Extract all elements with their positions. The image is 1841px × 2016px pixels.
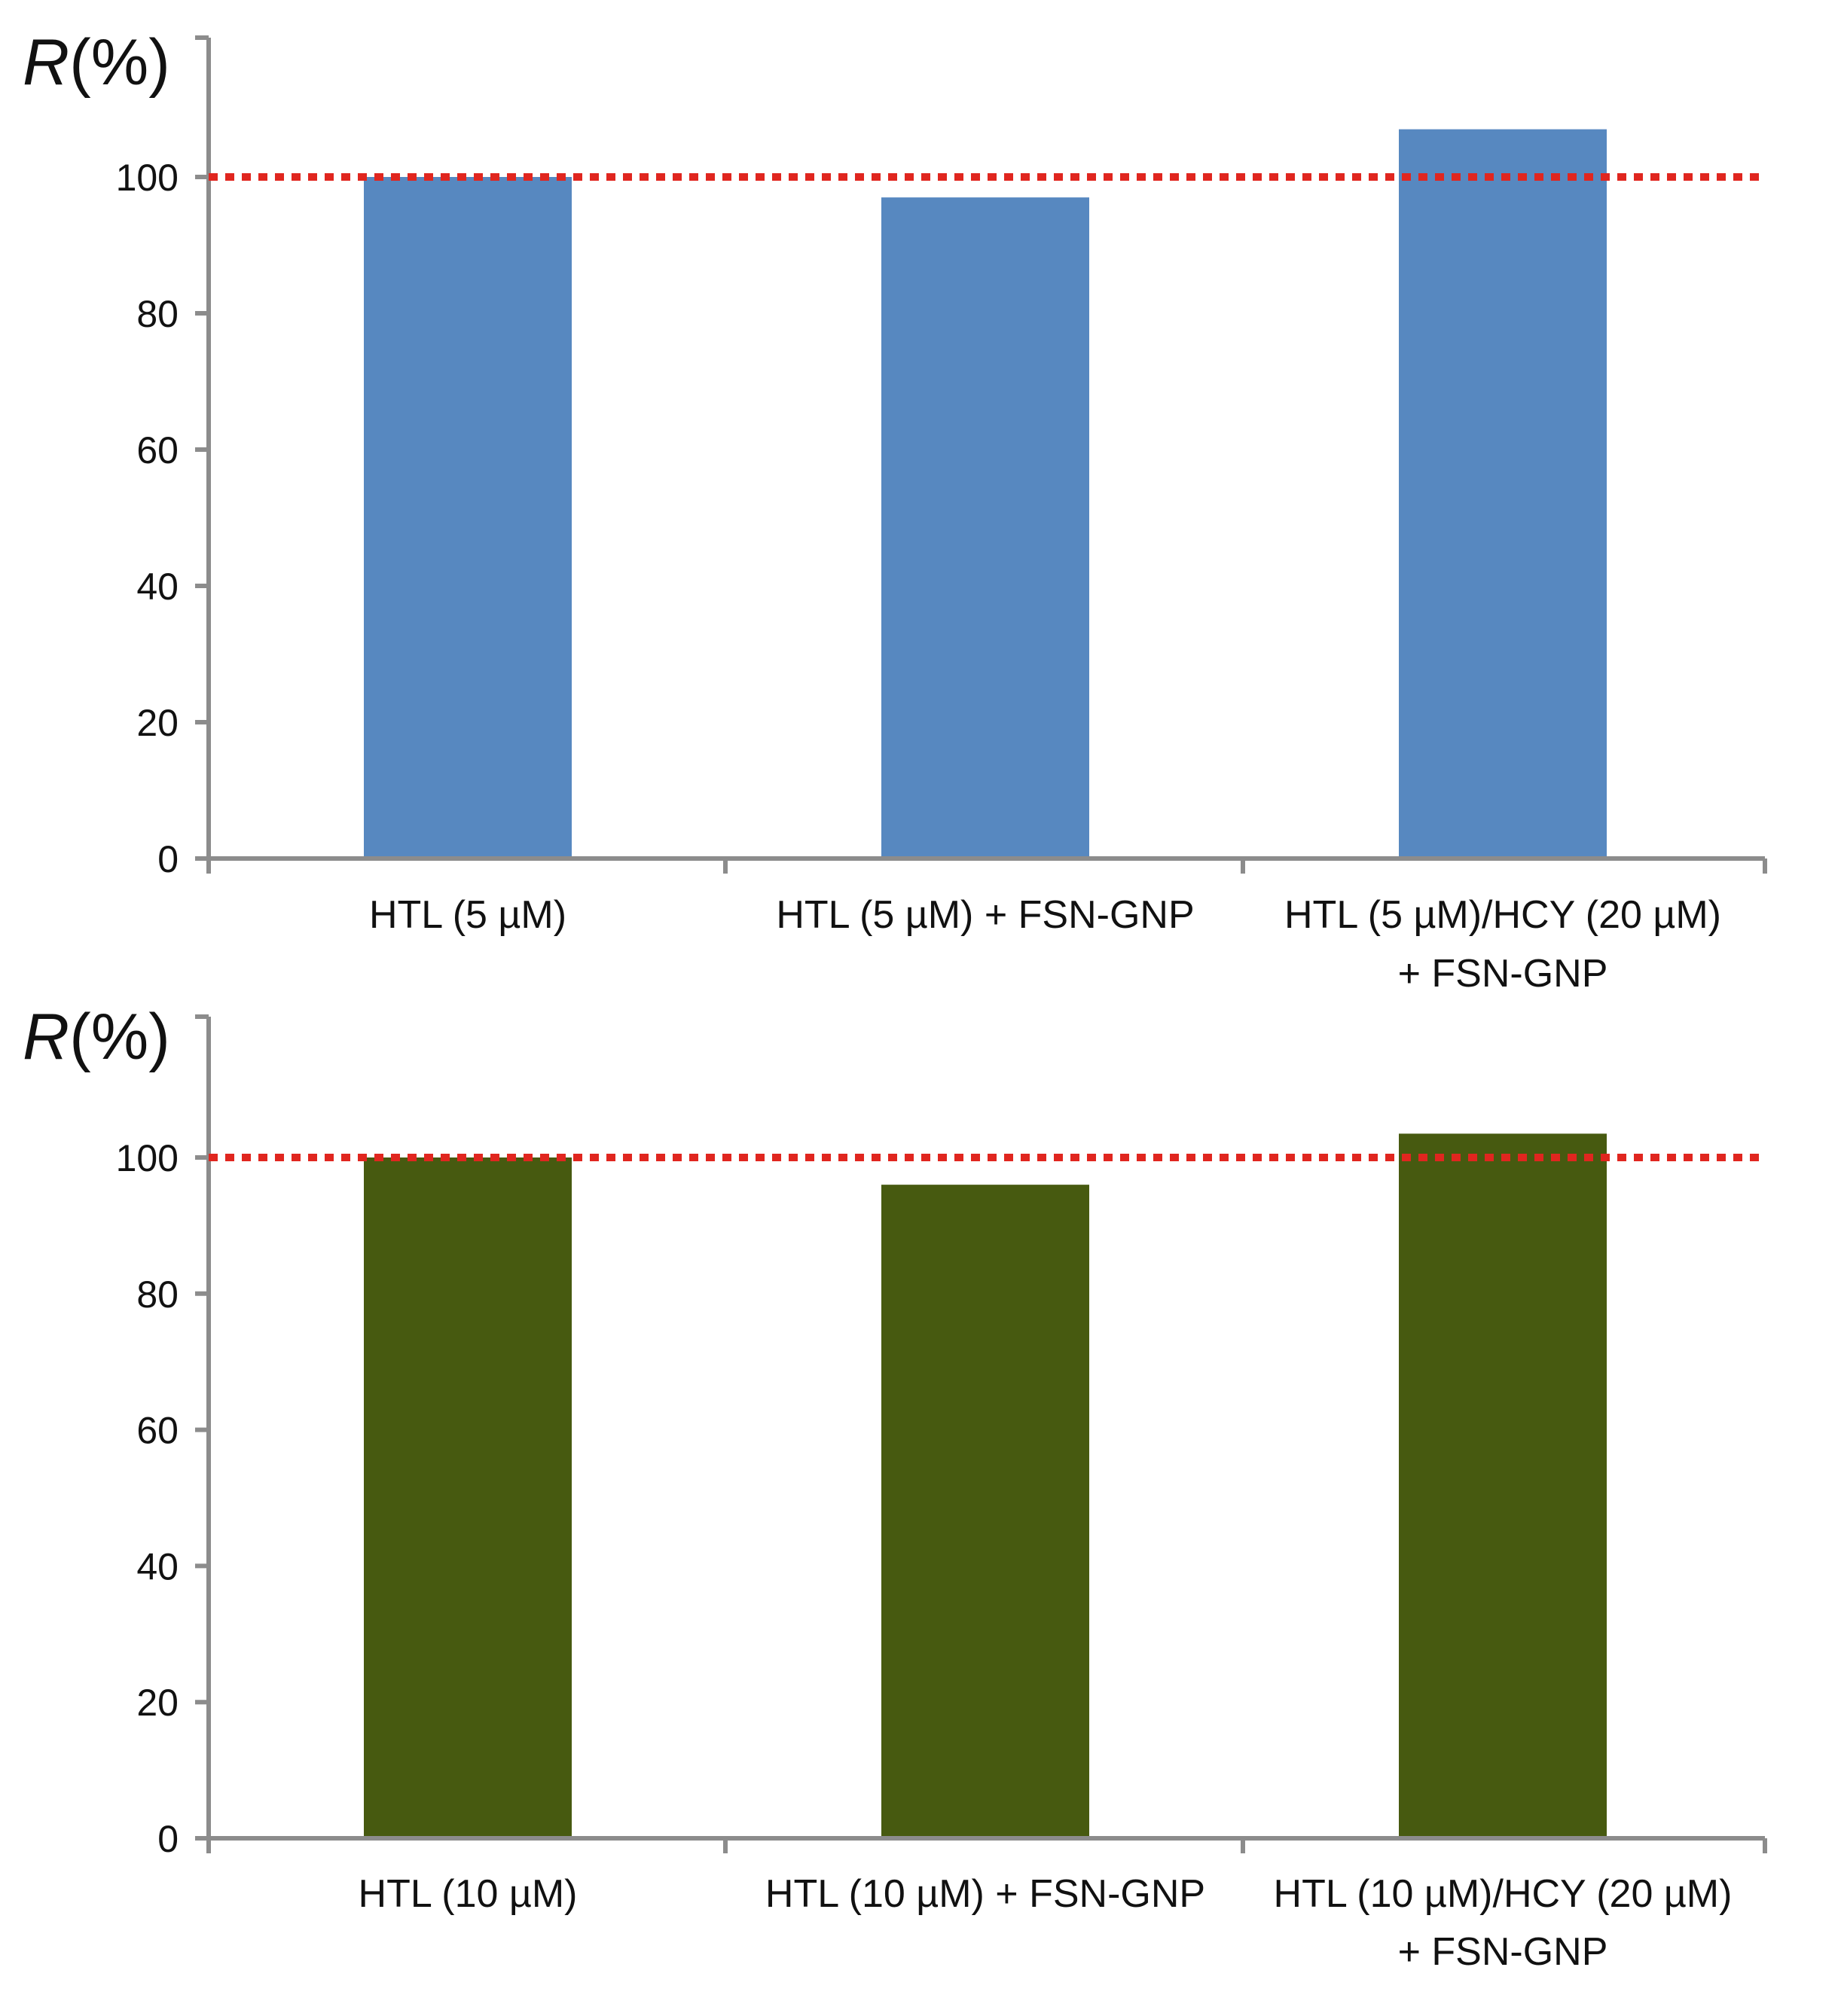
- y-tick-label: 40: [136, 1545, 179, 1587]
- x-category-label: HTL (5 µM): [369, 893, 566, 937]
- y-tick-label: 0: [157, 838, 179, 880]
- x-category-label: HTL (10 µM): [359, 1872, 578, 1916]
- y-tick-label: 80: [136, 293, 179, 335]
- bar-1: [364, 1157, 572, 1838]
- bar-1: [364, 177, 572, 859]
- x-category-label: + FSN-GNP: [1398, 952, 1608, 996]
- y-axis-label: R(%): [23, 26, 170, 99]
- y-tick-label: 60: [136, 1410, 179, 1452]
- x-category-label: HTL (10 µM) + FSN-GNP: [765, 1872, 1205, 1916]
- y-tick-label: 20: [136, 702, 179, 744]
- chart-panel-1: 0 20 40 60 80 100 HTL (5 µM) HTL (5 µM) + FSN-G…: [23, 26, 1767, 996]
- bar-3: [1399, 129, 1607, 859]
- y-axis-label-unit: (%): [69, 1001, 170, 1073]
- y-axis-label: R(%): [23, 1001, 170, 1073]
- y-tick-label: 100: [116, 157, 179, 199]
- y-tick-label: 80: [136, 1273, 179, 1316]
- y-tick-label: 40: [136, 566, 179, 608]
- y-axis-label-unit: (%): [69, 26, 170, 99]
- y-tick-label: 100: [116, 1137, 179, 1179]
- bar-3: [1399, 1133, 1607, 1838]
- y-tick-label: 20: [136, 1682, 179, 1724]
- y-axis-label-symbol: R: [23, 1001, 69, 1073]
- x-category-label: + FSN-GNP: [1398, 1930, 1608, 1974]
- y-axis-label-symbol: R: [23, 26, 69, 99]
- bar-2: [881, 197, 1089, 859]
- x-category-label: HTL (5 µM)/HCY (20 µM): [1284, 893, 1721, 937]
- y-tick-label: 60: [136, 429, 179, 471]
- chart-panel-2: 0 20 40 60 80 100 HTL (10 µM) HTL (10 µM) + FSN…: [23, 1001, 1767, 1974]
- bar-2: [881, 1185, 1089, 1838]
- y-tick-label: 0: [157, 1818, 179, 1860]
- x-category-label: HTL (5 µM) + FSN-GNP: [776, 893, 1194, 937]
- x-category-label: HTL (10 µM)/HCY (20 µM): [1274, 1872, 1733, 1916]
